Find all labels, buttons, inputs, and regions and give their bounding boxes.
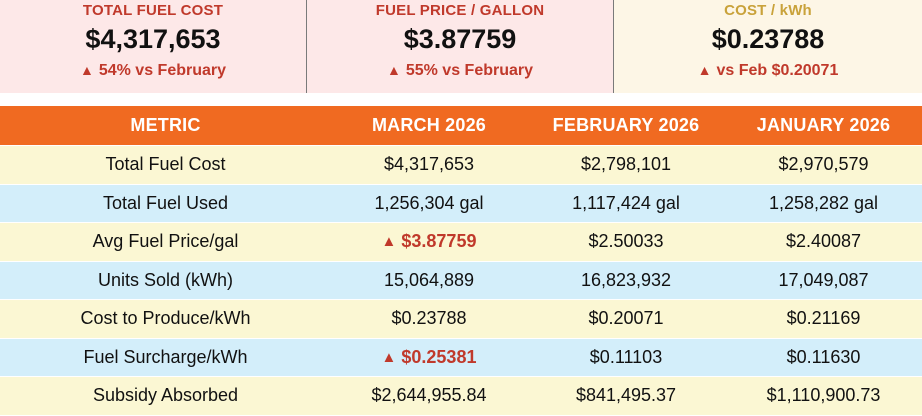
metric-name: Total Fuel Used [102,192,229,213]
january-value: $0.21169 [786,308,861,329]
february-value: $0.20071 [588,308,664,329]
january-value: $1,110,900.73 [766,385,881,406]
february-value: $0.11103 [589,346,663,367]
february-value: 16,823,932 [580,269,672,290]
february-value: $2.50033 [588,231,664,252]
table-row: Subsidy Absorbed $2,644,955.84 $841,495.… [0,377,922,416]
kpi-delta: ▲ 55% vs February [307,62,613,80]
metric-name: Units Sold (kWh) [97,269,234,290]
march-value: $3.87759 [401,231,477,252]
metric-name: Subsidy Absorbed [92,385,239,406]
march-value: 1,256,304 gal [374,192,484,213]
kpi-value: $3.87759 [403,24,517,54]
up-triangle-icon: ▲ [381,233,397,251]
kpi-card-total-fuel-cost: TOTAL FUEL COST $4,317,653 ▲ 54% vs Febru… [0,0,307,93]
up-triangle-icon: ▲ [386,62,401,78]
kpi-delta: ▲ vs Feb $0.20071 [614,62,922,80]
february-value: $841,495.37 [575,385,677,406]
kpi-summary: TOTAL FUEL COST $4,317,653 ▲ 54% vs Febru… [0,0,922,93]
up-triangle-icon: ▲ [79,62,94,78]
march-value: $2,644,955.84 [371,385,487,406]
kpi-value: $4,317,653 [85,24,221,54]
march-value: $0.23788 [391,308,467,329]
march-value: 15,064,889 [383,269,475,290]
kpi-delta-text: 54% vs February [98,62,227,79]
metrics-table: METRIC MARCH 2026 FEBRUARY 2026 JANUARY … [0,106,922,416]
metric-name: Fuel Surcharge/kWh [83,346,248,367]
metric-name: Avg Fuel Price/gal [92,231,239,252]
metric-name: Cost to Produce/kWh [80,308,251,329]
column-header-january: JANUARY 2026 [756,115,891,135]
column-header-february: FEBRUARY 2026 [552,115,700,135]
up-triangle-icon: ▲ [697,62,712,78]
table-row: Fuel Surcharge/kWh ▲ $0.25381 $0.11103 $0… [0,338,922,377]
metric-name: Total Fuel Cost [105,154,226,175]
kpi-label: COST / kWh [724,2,812,19]
january-value: $2.40087 [785,231,862,252]
kpi-value: $0.23788 [711,24,825,54]
kpi-delta-text: 55% vs February [405,62,534,79]
table-row: Units Sold (kWh) 15,064,889 16,823,932 1… [0,261,922,300]
table-row: Avg Fuel Price/gal ▲ $3.87759 $2.50033 $2… [0,223,922,262]
table-header-row: METRIC MARCH 2026 FEBRUARY 2026 JANUARY … [0,106,922,146]
march-value: $4,317,653 [383,154,475,175]
table-row: Total Fuel Cost $4,317,653 $2,798,101 $2… [0,146,922,185]
march-value-alert: ▲ $0.25381 [331,339,527,377]
kpi-delta: ▲ 54% vs February [0,62,306,80]
kpi-delta-text: vs Feb $0.20071 [716,62,839,79]
march-value: $0.25381 [401,346,477,367]
february-value: $2,798,101 [580,154,672,175]
column-header-metric: METRIC [130,115,201,135]
february-value: 1,117,424 gal [572,192,680,213]
kpi-card-cost-per-kwh: COST / kWh $0.23788 ▲ vs Feb $0.20071 [614,0,922,93]
january-value: $2,970,579 [778,154,869,175]
kpi-label: TOTAL FUEL COST [82,2,224,19]
table-row: Cost to Produce/kWh $0.23788 $0.20071 $0… [0,300,922,339]
up-triangle-icon: ▲ [381,348,397,366]
january-value: 1,258,282 gal [768,192,879,213]
table-row: Total Fuel Used 1,256,304 gal 1,117,424 … [0,184,922,223]
january-value: $0.11630 [786,346,861,367]
march-value-alert: ▲ $3.87759 [331,223,527,261]
kpi-card-fuel-price: FUEL PRICE / GALLON $3.87759 ▲ 55% vs Feb… [307,0,614,93]
january-value: 17,049,087 [778,269,869,290]
kpi-label: FUEL PRICE / GALLON [375,2,545,19]
column-header-march: MARCH 2026 [371,115,487,135]
